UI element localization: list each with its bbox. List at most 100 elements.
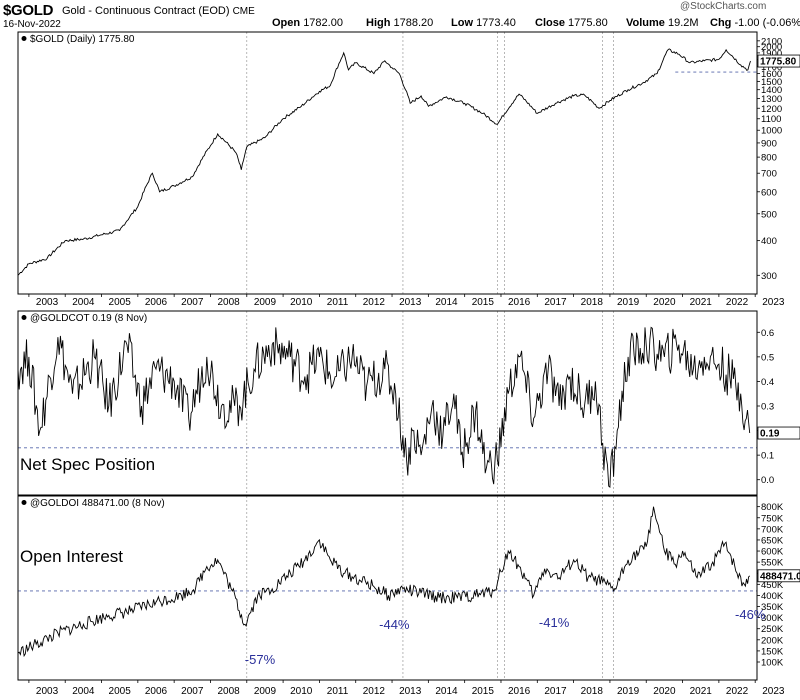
drawdown-label: -57%: [245, 652, 276, 667]
panel-frames: [17, 31, 758, 681]
y-tick-label: 400K: [761, 591, 784, 602]
x-tick-label: 2019: [617, 686, 640, 697]
y-tick-label: 650K: [761, 535, 784, 546]
x-tick-label: 2010: [290, 297, 313, 308]
close-quote: Close 1775.80: [535, 17, 608, 29]
y-tick-label: 0.5: [761, 352, 774, 363]
y-tick-label: 1000: [761, 126, 782, 137]
x-tick-label: 2008: [217, 686, 240, 697]
high-quote: High 1788.20: [366, 17, 433, 29]
panel-annotation: Open Interest: [20, 547, 123, 566]
x-tick-label: 2015: [472, 686, 495, 697]
panel-frame: [17, 31, 758, 295]
y-tick-label: 350K: [761, 602, 784, 613]
chart-labels: 2100200019001800170016001500140013001200…: [20, 34, 800, 697]
panel-frame: [17, 495, 758, 681]
watermark[interactable]: @StockCharts.com: [680, 1, 767, 12]
chart-header: $GOLD Gold - Continuous Contract (EOD) C…: [0, 0, 800, 32]
y-tick-label: 0.0: [761, 475, 774, 486]
close-label: Close: [535, 17, 565, 29]
instrument-title: Gold - Continuous Contract (EOD): [62, 5, 230, 17]
volume-value: 19.2M: [667, 17, 699, 29]
panel-annotation: Net Spec Position: [20, 455, 155, 474]
series-lines: [17, 48, 751, 658]
y-tick-label: 2100: [761, 36, 782, 47]
y-tick-label: 1100: [761, 114, 781, 125]
last-value-label: 1775.80: [760, 57, 797, 68]
x-tick-label: 2021: [690, 686, 713, 697]
x-tick-label: 2013: [399, 297, 422, 308]
y-tick-label: 200K: [761, 635, 784, 646]
x-tick-label: 2005: [109, 297, 132, 308]
y-tick-label: 1300: [761, 94, 782, 105]
legend-marker: [21, 315, 27, 320]
x-tick-label: 2009: [254, 297, 277, 308]
y-tick-label: 1500: [761, 77, 782, 88]
x-tick-label: 2020: [653, 297, 676, 308]
x-tick-label: 2016: [508, 297, 531, 308]
x-tick-label: 2022: [726, 297, 749, 308]
low-value: 1773.40: [476, 17, 516, 29]
y-tick-label: 300K: [761, 613, 784, 624]
x-tick-label: 2006: [145, 686, 168, 697]
y-tick-label: 0.1: [761, 451, 774, 462]
change-value: -1.00 (-0.06%): [734, 17, 800, 29]
x-tick-label: 2020: [653, 686, 676, 697]
y-tick-label: 800: [761, 153, 777, 164]
x-tick-label: 2012: [363, 297, 386, 308]
x-tick-label: 2017: [544, 297, 567, 308]
low-label: Low: [451, 17, 473, 29]
x-tick-label: 2011: [327, 686, 349, 697]
panel-title: @GOLDCOT 0.19 (8 Nov): [30, 313, 147, 324]
y-tick-label: 800K: [761, 502, 784, 513]
x-tick-label: 2004: [72, 686, 95, 697]
low-quote: Low 1773.40: [451, 17, 516, 29]
y-tick-label: 1200: [761, 104, 782, 115]
last-value-label: 0.19: [760, 429, 780, 440]
x-tick-label: 2017: [544, 686, 567, 697]
instrument-name: Gold - Continuous Contract (EOD) CME: [62, 5, 255, 17]
y-tick-label: 700: [761, 169, 777, 180]
legend-marker: [21, 36, 27, 41]
x-tick-label: 2012: [363, 686, 386, 697]
y-tick-label: 600: [761, 187, 777, 198]
x-tick-label: 2007: [181, 297, 204, 308]
x-tick-label: 2014: [435, 297, 458, 308]
x-tick-label: 2022: [726, 686, 749, 697]
x-tick-label: 2013: [399, 686, 422, 697]
drawdown-label: -44%: [379, 617, 410, 632]
x-tick-label: 2008: [217, 297, 240, 308]
y-tick-label: 2000: [761, 42, 782, 53]
x-tick-label: 2019: [617, 297, 640, 308]
series-line: [17, 48, 751, 276]
drawdown-label: -41%: [539, 615, 570, 630]
exchange: CME: [232, 6, 255, 17]
x-tick-label: 2006: [145, 297, 168, 308]
series-line: [17, 506, 751, 658]
y-tick-label: 0.4: [761, 377, 774, 388]
y-tick-label: 550K: [761, 558, 784, 569]
legend-marker: [21, 500, 27, 505]
y-tick-label: 1400: [761, 85, 782, 96]
x-tick-label: 2009: [254, 686, 277, 697]
last-value-box: [757, 569, 800, 583]
high-value: 1788.20: [393, 17, 434, 29]
drawdown-label: -46%: [735, 607, 766, 622]
x-tick-label: 2004: [72, 297, 95, 308]
last-value-box: [757, 426, 800, 440]
x-tick-label: 2010: [290, 686, 313, 697]
panel-title: @GOLDOI 488471.00 (8 Nov): [30, 498, 165, 509]
y-tick-label: 250K: [761, 624, 784, 635]
x-tick-label: 2014: [435, 686, 458, 697]
panel-title: $GOLD (Daily) 1775.80: [30, 34, 135, 45]
y-tick-label: 1900: [761, 48, 782, 59]
y-tick-label: 700K: [761, 524, 784, 535]
x-tick-label: 2007: [181, 686, 204, 697]
open-label: Open: [272, 17, 301, 29]
x-tick-label: 2016: [508, 686, 531, 697]
y-tick-label: 0.6: [761, 328, 774, 339]
close-value: 1775.80: [568, 17, 608, 29]
open-value: 1782.00: [303, 17, 343, 29]
volume-label: Volume: [626, 17, 665, 29]
